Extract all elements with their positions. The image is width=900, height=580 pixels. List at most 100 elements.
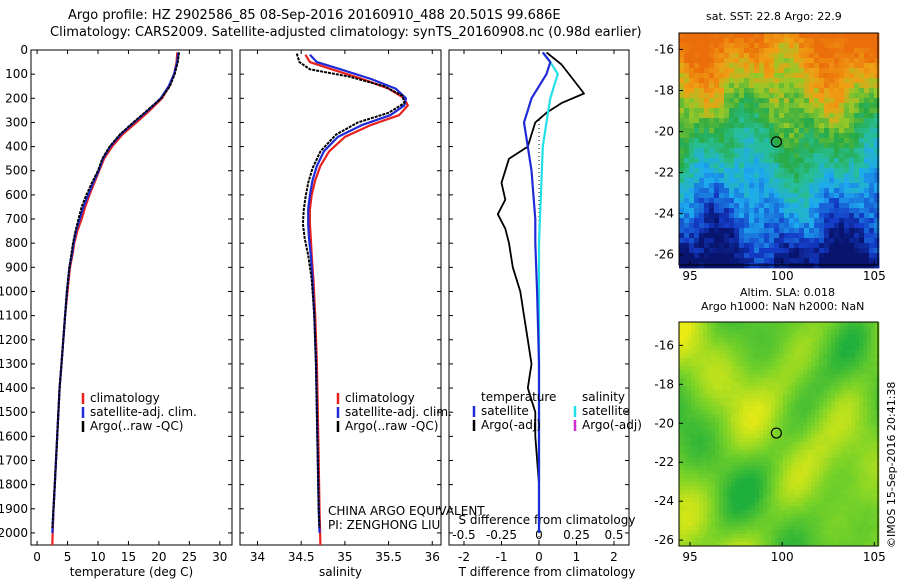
sla-map-cell (711, 354, 716, 359)
sla-map-cell (755, 330, 760, 335)
sla-map-cell (843, 522, 848, 527)
sla-map-cell (747, 338, 752, 343)
sla-map-cell (771, 470, 776, 475)
sst-map-cell (684, 203, 690, 209)
sla-map-cell (795, 402, 800, 407)
sla-map-cell (695, 354, 700, 359)
sla-map-cell (815, 474, 820, 479)
sst-map-cell (839, 243, 845, 249)
sla-map-cell (847, 370, 852, 375)
sla-map-cell (683, 426, 688, 431)
sla-map-cell (699, 514, 704, 519)
sla-map-cell (679, 490, 684, 495)
sla-map-cell (823, 382, 828, 387)
sst-map-cell (774, 88, 780, 94)
sla-y-tick-label: -26 (654, 533, 674, 547)
sla-map-cell (751, 466, 756, 471)
sla-map-cell (711, 426, 716, 431)
sst-map-cell (684, 153, 690, 159)
sst-map-cell (794, 198, 800, 204)
sst-map-cell (864, 253, 870, 259)
sst-map-cell (839, 183, 845, 189)
sla-map-cell (795, 374, 800, 379)
sla-map-cell (679, 486, 684, 491)
sla-map-cell (707, 430, 712, 435)
sla-map-cell (831, 466, 836, 471)
sst-map-cell (854, 183, 860, 189)
sla-map-cell (843, 458, 848, 463)
sla-map-cell (735, 498, 740, 503)
sla-map-cell (835, 494, 840, 499)
sla-map-cell (811, 386, 816, 391)
y-tick-label: 500 (5, 164, 28, 178)
sst-map-cell (809, 48, 815, 54)
sst-map-cell (799, 103, 805, 109)
sst-map-cell (729, 258, 735, 264)
sla-map-cell (755, 478, 760, 483)
sla-map-cell (863, 450, 868, 455)
sla-map-cell (747, 474, 752, 479)
sla-map-cell (803, 430, 808, 435)
sla-map-cell (815, 530, 820, 535)
sla-map-cell (683, 326, 688, 331)
sst-map-cell (699, 88, 705, 94)
sst-map-cell (724, 233, 730, 239)
sla-map-cell (863, 378, 868, 383)
sla-map-cell (751, 414, 756, 419)
sla-map-cell (855, 450, 860, 455)
sst-map-cell (719, 138, 725, 144)
sla-map-cell (739, 418, 744, 423)
sst-map-cell (874, 213, 880, 219)
sla-map-cell (791, 394, 796, 399)
sla-map-cell (839, 538, 844, 543)
sst-map-cell (784, 183, 790, 189)
sla-map-cell (771, 342, 776, 347)
sla-map-cell (739, 494, 744, 499)
sla-map-cell (803, 378, 808, 383)
sst-map-cell (824, 208, 830, 214)
sst-map-cell (784, 138, 790, 144)
sst-map-cell (789, 68, 795, 74)
sst-map-cell (724, 163, 730, 169)
sla-map-cell (819, 502, 824, 507)
sst-map-cell (739, 138, 745, 144)
sla-map-cell (787, 494, 792, 499)
sla-map-cell (699, 438, 704, 443)
sst-map-cell (679, 123, 685, 129)
sst-map-cell (739, 103, 745, 109)
sla-map-cell (787, 498, 792, 503)
sla-map-cell (759, 506, 764, 511)
sst-map-cell (804, 58, 810, 64)
sst-map-cell (779, 198, 785, 204)
sst-map-cell (819, 48, 825, 54)
sla-map-cell (863, 522, 868, 527)
sla-map-cell (699, 330, 704, 335)
sst-map-cell (864, 38, 870, 44)
sst-map-cell (774, 33, 780, 39)
sla-map-cell (743, 454, 748, 459)
sla-map-cell (811, 382, 816, 387)
sla-map-cell (803, 326, 808, 331)
sla-map-cell (723, 418, 728, 423)
sst-map-cell (769, 233, 775, 239)
sla-map-cell (839, 494, 844, 499)
sla-map-cell (763, 446, 768, 451)
sla-map-cell (819, 386, 824, 391)
sst-map-cell (834, 123, 840, 129)
sst-map-cell (814, 213, 820, 219)
sst-map-cell (734, 38, 740, 44)
sla-map-cell (827, 334, 832, 339)
sla-map-cell (791, 422, 796, 427)
sst-map-cell (869, 138, 875, 144)
sla-map-cell (803, 338, 808, 343)
sst-map-cell (819, 58, 825, 64)
sst-map-cell (814, 218, 820, 224)
sst-map-cell (804, 163, 810, 169)
sst-map-cell (839, 153, 845, 159)
sst-map-cell (684, 258, 690, 264)
sla-map-cell (799, 450, 804, 455)
s-argo-line (295, 53, 406, 529)
sst-map-cell (679, 58, 685, 64)
sla-map-cell (851, 390, 856, 395)
sla-map-cell (747, 510, 752, 515)
